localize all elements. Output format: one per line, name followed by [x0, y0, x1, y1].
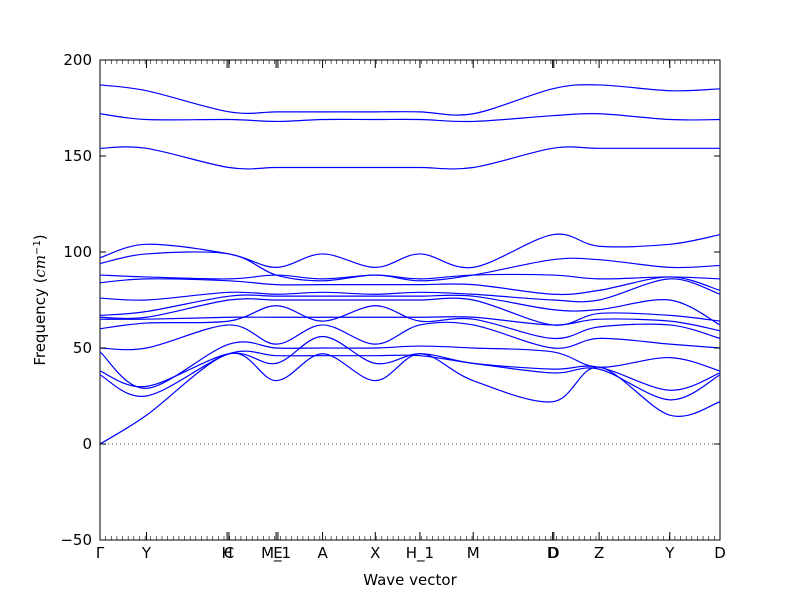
x-tick-label: Γ [96, 544, 105, 562]
band-line-16 [99, 350, 721, 401]
y-tick-label: 150 [63, 147, 92, 165]
x-tick-label: M_1 [261, 544, 291, 563]
band-line-1 [99, 84, 721, 116]
band-lines [99, 84, 721, 445]
x-tick-label: A [317, 544, 328, 562]
x-tick-label: Z [594, 544, 604, 562]
y-axis-label: Frequency (cm−1) [31, 234, 49, 365]
band-line-5 [99, 251, 721, 282]
band-line-17 [99, 352, 721, 445]
x-tick-label: Y [141, 544, 152, 562]
band-line-7 [99, 276, 721, 296]
x-tick-label: D [547, 544, 559, 562]
y-axis-label-text: Frequency [31, 288, 49, 366]
band-line-6 [99, 273, 721, 280]
band-line-2 [99, 113, 721, 123]
x-tick-label: D [548, 544, 560, 562]
y-tick-label: 0 [82, 435, 92, 453]
x-tick-label: D [714, 544, 726, 562]
x-tick-label: C [224, 544, 234, 562]
x-tick-label: H [221, 544, 232, 562]
band-line-11 [99, 316, 721, 332]
band-line-12 [99, 305, 721, 340]
band-line-8 [99, 278, 721, 303]
x-tick-label: E [273, 544, 282, 562]
x-tick-label: H_1 [406, 544, 434, 563]
band-line-10 [99, 297, 721, 326]
y-axis-unit-exp: −1 [32, 240, 43, 255]
y-axis-unit-base: cm [31, 255, 49, 278]
y-tick-label: 50 [73, 339, 92, 357]
axis-ticks [99, 59, 721, 541]
band-line-14 [99, 341, 721, 389]
band-line-4 [99, 233, 721, 269]
x-axis-label: Wave vector [363, 571, 457, 589]
y-tick-label: 100 [63, 243, 92, 261]
band-line-3 [99, 146, 720, 170]
x-tick-label: X [370, 544, 380, 562]
x-tick-label: M [467, 544, 480, 562]
y-tick-label: 200 [63, 51, 92, 69]
band-line-9 [99, 294, 721, 326]
y-tick-label: −50 [60, 531, 92, 549]
band-line-13 [99, 321, 721, 351]
x-tick-label: Y [664, 544, 675, 562]
